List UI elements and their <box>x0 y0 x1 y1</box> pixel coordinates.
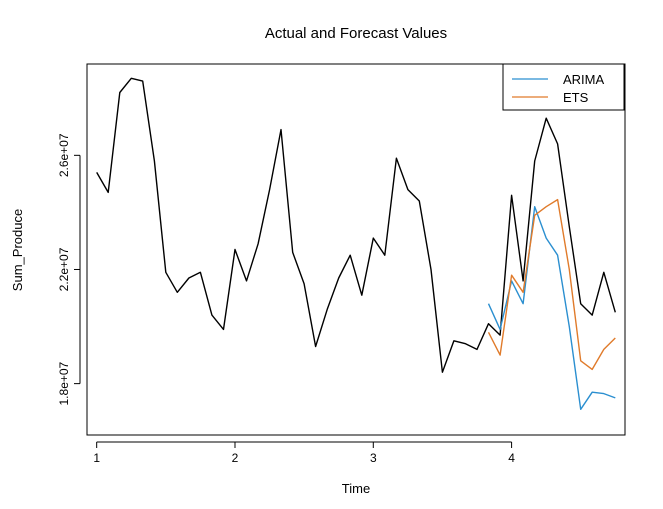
plot-frame <box>86 63 626 436</box>
y-tick-label: 2.6e+07 <box>57 133 71 177</box>
series-layer <box>96 77 616 410</box>
y-tick-label: 2.2e+07 <box>57 247 71 291</box>
legend-label-arima: ARIMA <box>563 72 605 87</box>
x-tick-label: 1 <box>93 451 100 465</box>
legend-box <box>502 63 625 111</box>
y-tick-label: 1.8e+07 <box>57 361 71 405</box>
y-axis: 1.8e+07 2.2e+07 2.6e+07 <box>57 133 81 405</box>
series-line-actual <box>96 77 616 373</box>
series-line-ets <box>487 198 616 371</box>
y-axis-label: Sum_Produce <box>10 209 25 291</box>
chart-title: Actual and Forecast Values <box>265 25 447 42</box>
x-axis-label: Time <box>342 481 370 496</box>
legend: ARIMA ETS <box>502 63 625 111</box>
x-tick-label: 3 <box>370 451 377 465</box>
legend-label-ets: ETS <box>563 90 589 105</box>
x-axis: 1 2 3 4 <box>93 441 515 465</box>
x-tick-label: 2 <box>232 451 239 465</box>
x-tick-label: 4 <box>508 451 515 465</box>
